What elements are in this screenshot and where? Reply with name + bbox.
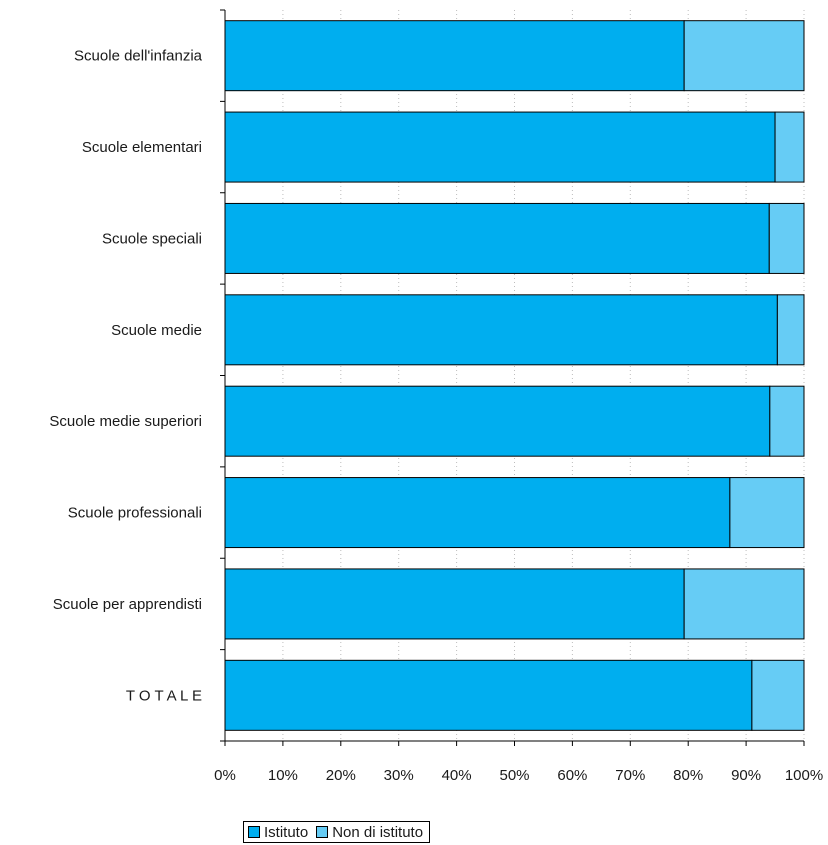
x-tick-label-4: 40%	[442, 767, 472, 784]
category-label-scuole-elementari: Scuole elementari	[82, 139, 202, 156]
bar-istituto-scuole-elementari	[224, 111, 776, 183]
legend-label-istituto: Istituto	[264, 823, 309, 841]
legend-item-istituto: Istituto	[248, 824, 308, 841]
bar-non-di-istituto-scuole-medie	[776, 294, 805, 366]
x-tick-label-5: 50%	[499, 767, 529, 784]
x-tick-label-0: 0%	[214, 767, 236, 784]
axes	[220, 9, 805, 746]
legend: Istituto Non di istituto	[243, 821, 431, 843]
category-label-scuole-medie: Scuole medie	[111, 322, 202, 339]
bar-istituto-scuole-per-apprendisti	[224, 568, 685, 640]
bar-non-di-istituto-t-o-t-a-l-e	[751, 659, 805, 731]
bar-istituto-t-o-t-a-l-e	[224, 659, 753, 731]
bar-non-di-istituto-scuole-professionali	[729, 477, 805, 549]
x-tick-label-3: 30%	[384, 767, 414, 784]
category-label-scuole-medie-superiori: Scuole medie superiori	[49, 413, 202, 430]
x-tick-label-9: 90%	[731, 767, 761, 784]
x-tick-labels: 0% 10% 20% 30% 40% 50% 60% 70% 80% 90% 100%	[214, 767, 823, 784]
bar-istituto-scuole-medie-superiori	[224, 385, 771, 457]
legend-swatch-non-di-istituto	[316, 826, 329, 838]
bar-istituto-scuole-dell-infanzia	[224, 20, 685, 92]
bar-non-di-istituto-scuole-speciali	[768, 202, 805, 274]
bar-non-di-istituto-scuole-elementari	[774, 111, 805, 183]
x-tick-label-10: 100%	[785, 767, 823, 784]
bar-istituto-scuole-medie	[224, 294, 778, 366]
legend-swatch-istituto	[248, 826, 260, 838]
bar-non-di-istituto-scuole-per-apprendisti	[683, 568, 805, 640]
category-label-scuole-professionali: Scuole professionali	[68, 505, 202, 522]
category-labels: Scuole dell'infanzia Scuole elementari Scu…	[49, 48, 202, 705]
x-tick-label-2: 20%	[326, 767, 356, 784]
x-tick-label-1: 10%	[268, 767, 298, 784]
legend-item-non-di-istituto: Non di istituto	[316, 824, 423, 841]
bars	[224, 20, 805, 731]
x-tick-label-6: 60%	[557, 767, 587, 784]
x-tick-label-8: 80%	[673, 767, 703, 784]
category-label-t-o-t-a-l-e: T O T A L E	[126, 687, 202, 704]
bar-non-di-istituto-scuole-medie-superiori	[769, 385, 805, 457]
category-label-scuole-dell-infanzia: Scuole dell'infanzia	[74, 48, 203, 65]
category-label-scuole-per-apprendisti: Scuole per apprendisti	[53, 596, 202, 613]
bar-istituto-scuole-professionali	[224, 477, 731, 549]
legend-label-non-di-istituto: Non di istituto	[332, 823, 424, 841]
category-label-scuole-speciali: Scuole speciali	[102, 230, 202, 247]
bar-non-di-istituto-scuole-dell-infanzia	[683, 20, 805, 92]
bar-istituto-scuole-speciali	[224, 202, 770, 274]
x-tick-label-7: 70%	[615, 767, 645, 784]
